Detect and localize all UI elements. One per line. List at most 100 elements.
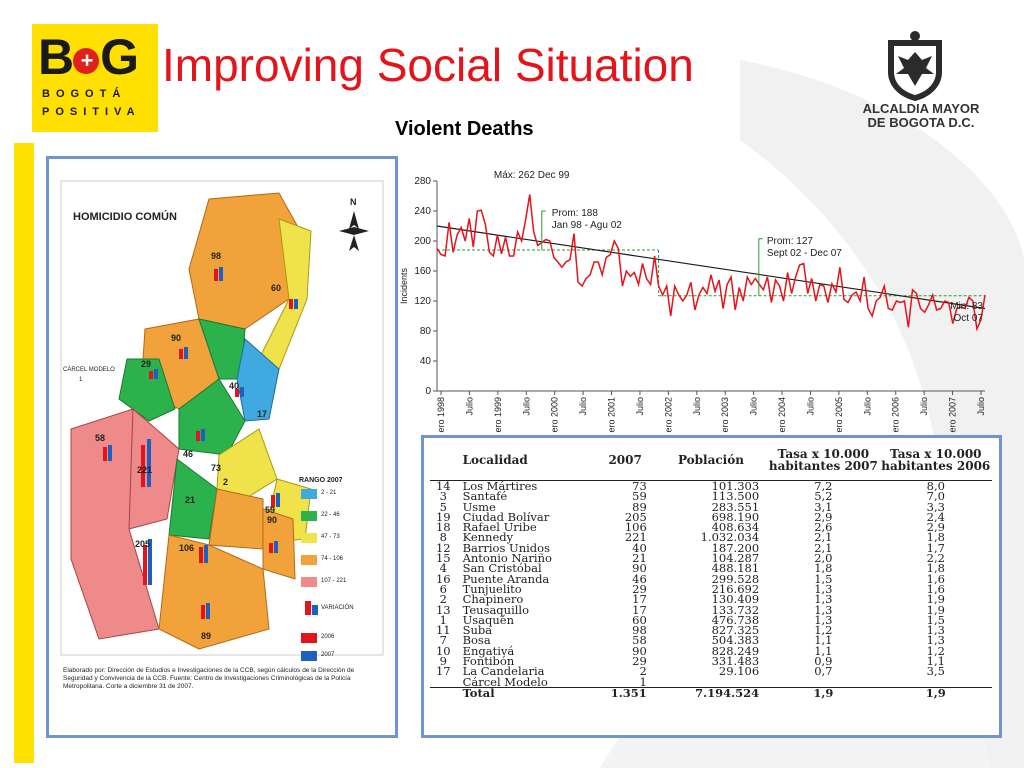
- alcaldia-line-1: ALCALDIA MAYOR: [862, 101, 980, 116]
- cell-tasa-2007: 1,3: [814, 592, 833, 607]
- legend-range-2: 22 - 46: [321, 512, 340, 518]
- cell-tasa-2006: 1,5: [926, 612, 945, 627]
- north-label: N: [350, 197, 357, 207]
- cell-code: 17: [435, 664, 451, 679]
- y-tick-label: 80: [420, 326, 432, 337]
- x-tick-label: Enero 2005: [834, 397, 844, 433]
- cell-tasa-2007: 2,1: [814, 530, 833, 545]
- cell-localidad: Chapinero: [462, 592, 524, 607]
- cell-poblacion: 408.634: [711, 520, 760, 535]
- cell-tasa-2007: 1,1: [814, 643, 833, 658]
- cell-tasa-2007: 1,3: [814, 602, 833, 617]
- x-tick-label: Enero 2003: [720, 397, 730, 433]
- table-row: 3 Santafé 59 113.500 5,2 7,0: [430, 489, 992, 504]
- cell-tasa-2006: 2,2: [926, 551, 945, 566]
- homicide-map: [60, 180, 384, 661]
- table-row: 16 Puente Aranda 46 299.528 1,5 1,6: [430, 573, 992, 585]
- table-row: 18 Rafael Uribe 106 408.634 2,6 2,9: [430, 520, 992, 535]
- trend-line: [436, 225, 986, 310]
- cell-code: 11: [435, 623, 451, 638]
- table-header-row: Localidad 2007 Población Tasa x 10.000 h…: [430, 440, 992, 481]
- map-value-candelaria: 2: [223, 477, 229, 487]
- x-tick-label: Julio: [919, 397, 929, 416]
- alcaldia-label: ALCALDIA MAYOR DE BOGOTA D.C.: [856, 102, 986, 130]
- map-value-puente: 46: [183, 449, 194, 459]
- legend-title: RANGO 2007: [299, 477, 343, 484]
- cell-poblacion: 476.738: [711, 612, 760, 627]
- cell-localidad: San Cristóbal: [462, 561, 542, 576]
- chart-subtitle: Violent Deaths: [395, 118, 534, 140]
- map-value-fontibon: 29: [141, 359, 152, 369]
- cell-2007: 40: [632, 540, 647, 555]
- cell-poblacion: 698.190: [711, 509, 760, 524]
- cell-code: 7: [439, 633, 447, 648]
- cell-code: 10: [435, 643, 451, 658]
- cell-tasa-2007: 2,0: [814, 551, 833, 566]
- cell-poblacion: 187.200: [711, 540, 760, 555]
- cell-poblacion: 827.325: [711, 623, 760, 638]
- x-tick-label: Enero 2006: [891, 397, 901, 433]
- cell-tasa-2007: 1,8: [814, 561, 833, 576]
- legend-range-4: 74 - 106: [321, 556, 344, 562]
- y-tick-label: 280: [414, 176, 431, 187]
- cell-tasa-2007: 0,9: [814, 654, 833, 669]
- cell-2007: 29: [632, 581, 647, 596]
- cell-tasa-2007: 1,1: [814, 633, 833, 648]
- x-tick-label: Julio: [635, 397, 645, 416]
- homicide-rate-table-panel: Localidad 2007 Población Tasa x 10.000 h…: [421, 435, 1002, 738]
- min-annotation: Min: 83: [950, 301, 983, 312]
- page-title: Improving Social Situation: [162, 39, 694, 91]
- region-fontibon: [118, 358, 176, 422]
- cell-localidad: Santafé: [462, 489, 508, 504]
- logo-line-1: BOGOTÁ: [42, 88, 127, 100]
- carcel-value: 1: [79, 377, 83, 383]
- cell-2007: 1.351: [595, 686, 655, 699]
- cell-tasa-2006: 3,3: [926, 499, 945, 514]
- table-row: Cárcel Modelo 1: [430, 676, 992, 688]
- bogota-positiva-logo: B + G BOGOTÁ POSITIVA: [32, 24, 158, 132]
- y-tick-label: 120: [414, 296, 431, 307]
- map-value-antonio-narino: 21: [185, 495, 196, 505]
- table-row: 8 Kennedy 221 1.032.034 2,1 1,8: [430, 530, 992, 545]
- y-tick-label: 200: [414, 236, 431, 247]
- bogota-crest-icon: [888, 31, 942, 101]
- legend-range-5: 107 - 221: [321, 578, 347, 584]
- cell-localidad: Total: [456, 686, 596, 699]
- map-title: HOMICIDIO COMÚN: [73, 211, 177, 223]
- map-value-teusaquillo: 73: [211, 463, 222, 473]
- cell-localidad: Usme: [462, 499, 496, 514]
- region-suba: [188, 192, 300, 330]
- cell-tasa-2007: 1,9: [767, 686, 880, 699]
- cell-code: 15: [435, 551, 451, 566]
- alcaldia-line-2: DE BOGOTA D.C.: [867, 115, 975, 130]
- cell-tasa-2006: 1,8: [926, 530, 945, 545]
- table-row: 12 Barrios Unidos 40 187.200 2,1 1,7: [430, 540, 992, 555]
- cell-localidad: Ciudad Bolívar: [462, 509, 550, 524]
- y-tick-label: 240: [414, 206, 431, 217]
- cell-poblacion: 1.032.034: [700, 530, 760, 545]
- legend-variation: VARIACIÓN: [321, 605, 354, 611]
- x-tick-label: Enero 2007: [948, 397, 958, 433]
- cell-poblacion: 113.500: [711, 489, 760, 504]
- legend-range-3: 47 - 73: [321, 534, 340, 540]
- cell-tasa-2006: 2,9: [926, 520, 945, 535]
- cell-localidad: Rafael Uribe: [462, 520, 537, 535]
- header-localidad: Localidad: [462, 453, 528, 467]
- cell-poblacion: 130.409: [711, 592, 760, 607]
- cell-code: [430, 686, 457, 699]
- cell-code: 9: [439, 654, 447, 669]
- cell-tasa-2006: 1,9: [926, 592, 945, 607]
- cell-poblacion: 828.249: [711, 643, 760, 658]
- header-2007: 2007: [608, 453, 642, 467]
- x-tick-label: Julio: [521, 397, 531, 416]
- prom2-bracket: [758, 238, 763, 296]
- x-tick-label: Julio: [578, 397, 588, 416]
- x-tick-label: Julio: [976, 397, 986, 416]
- cell-tasa-2006: 1,3: [926, 623, 945, 638]
- map-value-engativa: 90: [171, 333, 182, 343]
- table-row: 9 Fontibón 29 331.483 0,9 1,1: [430, 654, 992, 669]
- cell-poblacion: 216.692: [711, 581, 760, 596]
- map-value-usaquen: 60: [271, 283, 282, 293]
- legend-2006: 2006: [321, 634, 335, 640]
- prom1-range-annotation: Jan 98 - Agu 02: [552, 220, 622, 231]
